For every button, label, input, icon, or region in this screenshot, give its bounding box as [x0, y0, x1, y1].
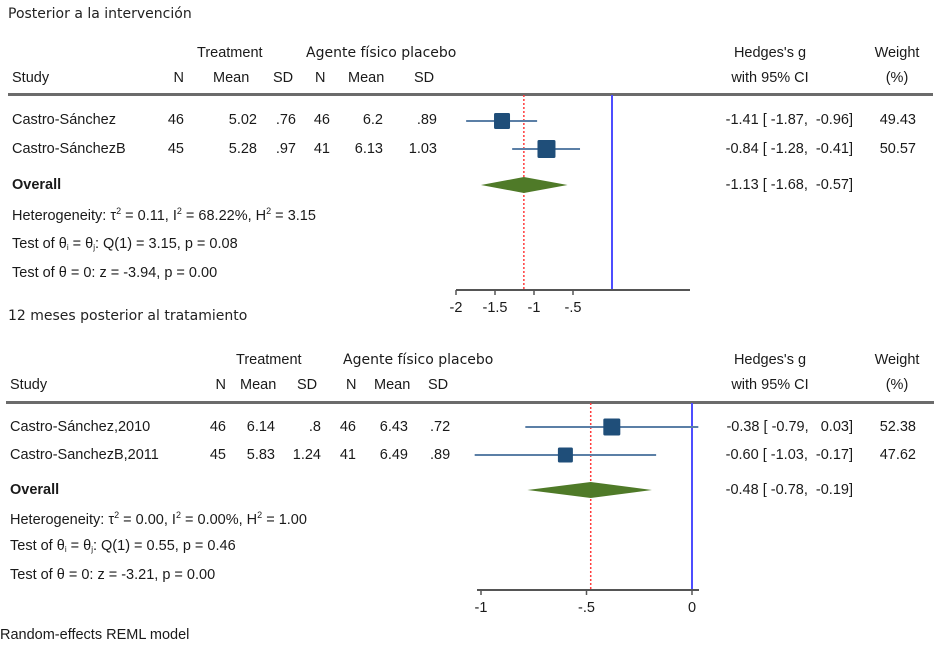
panel1-header-rule — [8, 93, 933, 96]
panel2-group1-header: Treatment — [236, 352, 302, 368]
mean1: 5.28 — [228, 141, 257, 157]
panel2-effect-header-2: with 95% CI — [731, 377, 809, 393]
panel1-overall-effect: -1.13 [ -1.68, -0.57] — [725, 177, 853, 193]
mean1: 5.02 — [228, 112, 257, 128]
panel1-group1-header: Treatment — [197, 45, 263, 61]
n1: 46 — [209, 419, 226, 435]
panel2-test-zero: Test of θ = 0: z = -3.21, p = 0.00 — [10, 567, 216, 583]
x-tick-label: 0 — [688, 600, 696, 616]
effect-ci: -1.41 [ -1.87, -0.96] — [725, 112, 853, 128]
panel2-mean2-header: Mean — [374, 377, 411, 393]
n1: 46 — [167, 112, 184, 128]
n2: 46 — [313, 112, 330, 128]
x-tick-label: -1 — [528, 300, 541, 316]
sd2: .89 — [416, 112, 437, 128]
panel2-weight-header-2: (%) — [885, 377, 909, 393]
study-name: Castro-Sánchez,2010 — [10, 419, 151, 435]
panel1-effect-header-2: with 95% CI — [731, 70, 809, 86]
panel1-group2-header: Agente físico placebo — [306, 45, 457, 61]
n2: 41 — [313, 141, 330, 157]
footer-model-note: Random-effects REML model — [0, 627, 190, 643]
panel2-group2-header: Agente físico placebo — [343, 352, 494, 368]
x-tick-label: -.5 — [565, 300, 582, 316]
panel1-overall-label: Overall — [12, 177, 62, 193]
panel1-effect-header-1: Hedges's g — [733, 45, 807, 61]
panel1-study-header: Study — [12, 70, 50, 86]
panel2-title: 12 meses posterior al tratamiento — [8, 308, 248, 324]
panel1-test-zero: Test of θ = 0: z = -3.94, p = 0.00 — [12, 265, 218, 281]
panel1-weight-header-2: (%) — [885, 70, 909, 86]
panel1-weight-header-1: Weight — [874, 45, 920, 61]
study-name: Castro-SanchezB,2011 — [10, 447, 159, 463]
n1: 45 — [209, 447, 226, 463]
n2: 46 — [339, 419, 356, 435]
panel1-test-homogeneity: Test of θi = θj: Q(1) = 3.15, p = 0.08 — [12, 236, 238, 252]
panel1-title: Posterior a la intervención — [8, 6, 192, 22]
sd1: 1.24 — [292, 447, 321, 463]
overall-diamond — [527, 482, 652, 498]
panel2-weight-header-1: Weight — [874, 352, 920, 368]
mean2: 6.2 — [362, 112, 383, 128]
weight: 49.43 — [879, 112, 916, 128]
x-tick-label: -1 — [475, 600, 488, 616]
sd1: .8 — [308, 419, 321, 435]
x-tick-label: -1.5 — [483, 300, 508, 316]
panel1-sd1-header: SD — [273, 70, 294, 86]
panel2-mean1-header: Mean — [240, 377, 277, 393]
sd2: .72 — [430, 419, 451, 435]
study-marker — [603, 418, 621, 436]
panel2-heterogeneity: Heterogeneity: τ2 = 0.00, I2 = 0.00%, H2… — [10, 510, 307, 528]
sd2: .89 — [430, 447, 451, 463]
study-marker — [494, 113, 511, 129]
mean1: 6.14 — [246, 419, 275, 435]
n1: 45 — [167, 141, 184, 157]
sd1: .76 — [275, 112, 296, 128]
study-name: Castro-Sánchez — [12, 112, 116, 128]
panel2-n2-header: N — [346, 377, 357, 393]
x-tick-label: -.5 — [578, 600, 595, 616]
mean2: 6.49 — [379, 447, 408, 463]
panel1-heterogeneity: Heterogeneity: τ2 = 0.11, I2 = 68.22%, H… — [12, 206, 316, 224]
effect-ci: -0.60 [ -1.03, -0.17] — [725, 447, 853, 463]
panel1-mean2-header: Mean — [348, 70, 385, 86]
n2: 41 — [339, 447, 356, 463]
weight: 50.57 — [879, 141, 916, 157]
panel2-test-homogeneity: Test of θi = θj: Q(1) = 0.55, p = 0.46 — [10, 538, 236, 554]
sd1: .97 — [275, 141, 296, 157]
weight: 47.62 — [879, 447, 916, 463]
panel2-sd2-header: SD — [428, 377, 449, 393]
panel1-n2-header: N — [315, 70, 326, 86]
panel1-sd2-header: SD — [414, 70, 435, 86]
mean2: 6.43 — [379, 419, 408, 435]
x-tick-label: -2 — [450, 300, 463, 316]
panel1-mean1-header: Mean — [213, 70, 250, 86]
sd2: 1.03 — [408, 141, 437, 157]
panel2-study-header: Study — [10, 377, 48, 393]
study-marker — [557, 447, 573, 463]
panel2-overall-label: Overall — [10, 482, 60, 498]
panel2-n1-header: N — [215, 377, 226, 393]
overall-diamond — [480, 177, 568, 193]
panel2-header-rule — [6, 401, 934, 404]
effect-ci: -0.84 [ -1.28, -0.41] — [725, 141, 853, 157]
panel1-n1-header: N — [173, 70, 184, 86]
panel2-sd1-header: SD — [297, 377, 318, 393]
weight: 52.38 — [879, 419, 916, 435]
mean2: 6.13 — [354, 141, 383, 157]
study-marker — [537, 140, 556, 158]
effect-ci: -0.38 [ -0.79, 0.03] — [726, 419, 853, 435]
panel2-overall-effect: -0.48 [ -0.78, -0.19] — [725, 482, 853, 498]
study-name: Castro-SánchezB — [12, 141, 126, 157]
panel2-effect-header-1: Hedges's g — [733, 352, 807, 368]
mean1: 5.83 — [246, 447, 275, 463]
